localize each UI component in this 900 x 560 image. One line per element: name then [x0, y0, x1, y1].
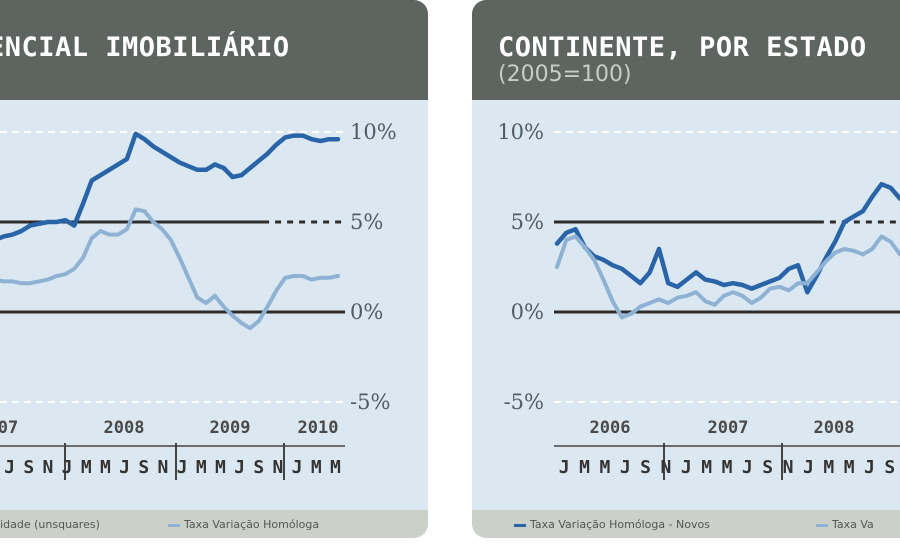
x-month-label: M	[844, 457, 855, 478]
x-month-label: S	[253, 457, 264, 478]
x-year-label: 07	[0, 418, 18, 438]
x-month-label: M	[823, 457, 834, 478]
chart-panel-right: CONTINENTE, POR ESTADO (2005=100) 10% 5% 0…	[472, 0, 900, 538]
x-month-label: N	[157, 457, 168, 478]
y-tick-label: 10%	[497, 120, 544, 144]
x-month-label: M	[579, 457, 590, 478]
series-line	[554, 181, 900, 295]
legend-item: Taxa Variação Homóloga - Novos	[514, 518, 710, 531]
panel-header: ENCIAL IMOBILIÁRIO	[0, 0, 428, 100]
series-line	[0, 131, 341, 241]
x-year-label: 2008	[104, 418, 145, 438]
x-year-label: 2010	[298, 418, 339, 438]
y-tick-label: 5%	[350, 210, 383, 234]
x-month-label: J	[62, 457, 73, 478]
panel-title: CONTINENTE, POR ESTADO	[498, 32, 867, 63]
legend-item: ilidade (unsquares)	[0, 518, 100, 531]
x-month-label: J	[119, 457, 130, 478]
panel-header: CONTINENTE, POR ESTADO (2005=100)	[472, 0, 900, 100]
x-month-label: S	[138, 457, 149, 478]
chart-panel-left: ENCIAL IMOBILIÁRIO 10% 5% 0% -5% 07 2008 2009 2…	[0, 0, 428, 538]
x-month-label: J	[803, 457, 814, 478]
x-month-label: M	[599, 457, 610, 478]
series-line	[555, 234, 900, 320]
legend-item: Taxa Variação Homóloga	[168, 518, 319, 531]
x-month-label: J	[864, 457, 875, 478]
legend: ilidade (unsquares) Taxa Variação Homólo…	[0, 510, 428, 538]
legend-swatch	[168, 523, 180, 527]
legend-label: ilidade (unsquares)	[0, 518, 100, 531]
x-month-label: M	[81, 457, 92, 478]
panel-subtitle: (2005=100)	[498, 62, 632, 87]
x-month-label: M	[196, 457, 207, 478]
x-month-label: N	[42, 457, 53, 478]
x-month-label: J	[234, 457, 245, 478]
x-month-label: M	[701, 457, 712, 478]
x-month-label: M	[311, 457, 322, 478]
x-month-label: J	[4, 457, 15, 478]
y-tick-label: 5%	[511, 210, 544, 234]
legend-item: Taxa Va	[816, 518, 874, 531]
y-tick-label: 10%	[350, 120, 397, 144]
x-month-label: S	[884, 457, 895, 478]
y-tick-label: 0%	[350, 300, 383, 324]
x-year-label: 2006	[590, 418, 631, 438]
legend-swatch	[816, 523, 828, 527]
plot-area: 10% 5% 0% -5% 2006 2007 2008 J M M J S N J M M J S N J M M J S	[472, 100, 900, 510]
x-month-label: M	[215, 457, 226, 478]
x-month-label: J	[177, 457, 188, 478]
x-month-label: M	[330, 457, 341, 478]
x-month-label: N	[783, 457, 794, 478]
y-tick-label: 0%	[511, 300, 544, 324]
y-tick-label: -5%	[350, 390, 390, 414]
y-tick-label: -5%	[504, 390, 544, 414]
x-month-label: J	[559, 457, 570, 478]
x-month-label: J	[681, 457, 692, 478]
x-month-label: N	[272, 457, 283, 478]
x-month-label: M	[722, 457, 733, 478]
x-month-label: S	[23, 457, 34, 478]
x-month-label: M	[100, 457, 111, 478]
series-line	[0, 207, 340, 331]
x-month-label: J	[742, 457, 753, 478]
legend-label: Taxa Variação Homóloga	[184, 518, 320, 531]
x-year-label: 2008	[814, 418, 855, 438]
panel-title: ENCIAL IMOBILIÁRIO	[0, 32, 290, 63]
x-month-label: J	[620, 457, 631, 478]
legend: Taxa Variação Homóloga - Novos Taxa Va	[472, 510, 900, 538]
x-month-label: S	[762, 457, 773, 478]
x-month-label: J	[292, 457, 303, 478]
x-year-label: 2009	[210, 418, 251, 438]
legend-swatch	[514, 523, 526, 527]
x-year-label: 2007	[708, 418, 749, 438]
x-month-label: N	[661, 457, 672, 478]
legend-label: Taxa Variação Homóloga - Novos	[530, 518, 710, 531]
plot-area: 10% 5% 0% -5% 07 2008 2009 2010 J S N J M M J S N J M M J S N J…	[0, 100, 428, 510]
legend-label: Taxa Va	[832, 518, 874, 531]
x-month-label: S	[640, 457, 651, 478]
